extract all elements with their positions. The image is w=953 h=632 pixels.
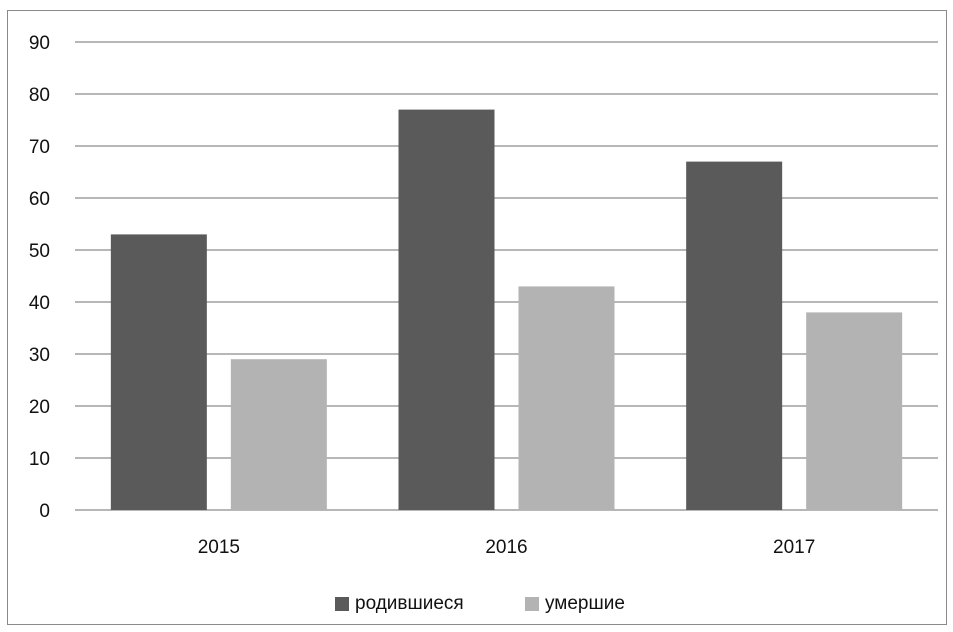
legend-label-deaths: умершие bbox=[545, 593, 625, 614]
x-tick-label: 2016 bbox=[485, 537, 527, 558]
y-tick-label: 50 bbox=[29, 241, 50, 262]
x-tick-label: 2017 bbox=[773, 537, 815, 558]
bars bbox=[110, 109, 903, 510]
legend: родившиеся умершие bbox=[0, 590, 953, 618]
y-tick-label: 80 bbox=[29, 85, 50, 106]
bar-deaths-2015 bbox=[230, 359, 327, 510]
y-tick-label: 60 bbox=[29, 189, 50, 210]
x-tick-label: 2015 bbox=[198, 537, 240, 558]
y-tick-label: 30 bbox=[29, 345, 50, 366]
y-tick-label: 40 bbox=[29, 293, 50, 314]
legend-swatch-deaths bbox=[525, 597, 539, 611]
gridlines bbox=[75, 41, 938, 511]
y-tick-label: 90 bbox=[29, 33, 50, 54]
y-tick-label: 0 bbox=[39, 501, 50, 522]
x-axis-ticks: 2015 2016 2017 bbox=[198, 537, 816, 558]
bar-deaths-2017 bbox=[806, 312, 903, 510]
y-tick-label: 70 bbox=[29, 137, 50, 158]
y-axis-ticks: 0 10 20 30 40 50 60 70 80 90 bbox=[29, 33, 50, 522]
y-tick-label: 20 bbox=[29, 397, 50, 418]
bar-births-2015 bbox=[110, 234, 207, 510]
bar-births-2017 bbox=[686, 161, 783, 510]
legend-label-births: родившиеся bbox=[355, 593, 464, 614]
legend-item-deaths: умершие bbox=[525, 590, 625, 618]
legend-swatch-births bbox=[335, 597, 349, 611]
bar-deaths-2016 bbox=[518, 286, 615, 510]
legend-item-births: родившиеся bbox=[335, 590, 464, 618]
y-tick-label: 10 bbox=[29, 449, 50, 470]
bar-births-2016 bbox=[398, 109, 495, 510]
